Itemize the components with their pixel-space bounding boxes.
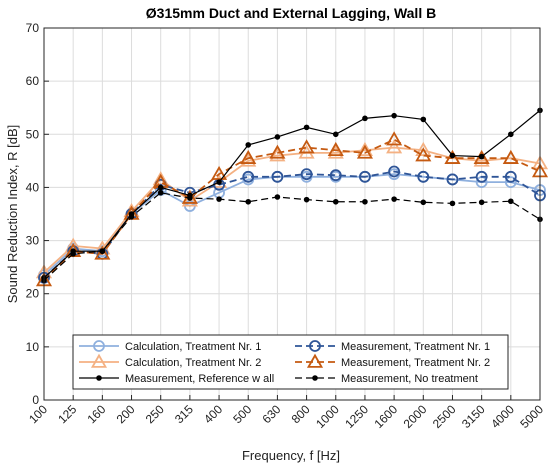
legend-entry: Measurement, Treatment Nr. 2	[295, 353, 490, 369]
data-point	[157, 184, 164, 191]
legend-entry: Measurement, No treatment	[295, 373, 478, 385]
data-point	[216, 196, 222, 202]
data-point	[356, 144, 373, 159]
data-point	[327, 141, 344, 157]
data-point	[70, 251, 76, 257]
data-point	[449, 152, 456, 159]
y-tick-label: 40	[26, 180, 40, 194]
data-point	[187, 195, 193, 201]
data-point	[332, 131, 339, 138]
data-point	[99, 248, 106, 254]
data-point	[269, 144, 286, 159]
legend: Calculation, Treatment Nr. 1 Measurement,…	[72, 334, 509, 390]
data-point	[444, 149, 461, 164]
data-point	[508, 198, 514, 205]
data-point	[449, 200, 456, 207]
y-tick-label: 60	[26, 74, 40, 88]
data-point	[240, 149, 257, 164]
data-point	[300, 168, 313, 181]
data-point	[312, 375, 318, 381]
data-point	[211, 165, 228, 180]
data-point	[303, 196, 310, 203]
y-tick-label: 70	[26, 21, 40, 35]
data-point	[388, 165, 401, 178]
legend-label: Calculation, Treatment Nr. 2	[125, 357, 261, 369]
data-point	[93, 340, 105, 352]
data-point	[216, 179, 222, 185]
data-point	[504, 170, 517, 183]
data-point	[157, 189, 164, 196]
legend-label: Measurement, No treatment	[341, 373, 478, 385]
data-point	[332, 198, 339, 205]
data-point	[391, 112, 397, 119]
data-point	[417, 170, 430, 183]
data-point	[306, 353, 324, 368]
y-tick-label: 0	[32, 393, 39, 407]
data-point	[269, 147, 286, 162]
data-point	[245, 198, 252, 205]
data-point	[391, 196, 397, 202]
data-point	[362, 115, 368, 122]
data-point	[359, 170, 371, 183]
data-point	[356, 141, 373, 157]
data-point	[502, 149, 519, 164]
x-axis-label: Frequency, f [Hz]	[242, 448, 340, 463]
series-6	[41, 189, 543, 284]
data-point	[274, 134, 281, 140]
y-tick-label: 30	[26, 234, 40, 248]
data-point	[298, 139, 315, 154]
y-tick-label: 10	[26, 340, 40, 354]
data-point	[329, 169, 342, 182]
legend-entry: Calculation, Treatment Nr. 1	[79, 340, 261, 353]
data-point	[478, 153, 485, 160]
data-point	[303, 124, 310, 131]
data-point	[94, 245, 111, 260]
data-point	[415, 147, 432, 162]
data-point	[473, 149, 490, 164]
data-point	[420, 116, 427, 123]
data-point	[478, 199, 485, 206]
legend-entry: Measurement, Reference w all	[79, 373, 274, 385]
data-point	[475, 170, 488, 183]
data-point	[420, 199, 427, 206]
data-point	[508, 131, 514, 138]
legend-label: Measurement, Reference w all	[125, 373, 274, 385]
legend-entry: Measurement, Treatment Nr. 1	[295, 340, 490, 353]
legend-label: Calculation, Treatment Nr. 1	[125, 341, 261, 353]
y-tick-label: 50	[26, 127, 40, 141]
chart-title: Ø315mm Duct and External Lagging, Wall B	[146, 5, 436, 21]
series-line	[43, 109, 541, 279]
data-point	[274, 194, 281, 200]
plot-frame	[43, 27, 541, 401]
data-point	[504, 176, 517, 189]
data-point	[90, 353, 108, 368]
data-point	[96, 375, 102, 381]
data-point	[446, 173, 459, 186]
y-axis-label: Sound Reduction Index, R [dB]	[5, 125, 20, 304]
data-point	[327, 144, 344, 159]
data-point	[245, 142, 252, 148]
y-tick-label: 20	[26, 287, 40, 301]
data-point	[473, 152, 490, 167]
legend-label: Measurement, Treatment Nr. 2	[341, 357, 490, 369]
data-point	[386, 131, 403, 146]
data-point	[128, 213, 135, 220]
legend-label: Measurement, Treatment Nr. 1	[341, 341, 490, 353]
data-point	[309, 340, 321, 352]
legend-entry: Calculation, Treatment Nr. 2	[79, 353, 261, 369]
data-point	[271, 170, 284, 183]
data-point	[415, 141, 432, 157]
series-5	[41, 107, 543, 281]
data-point	[386, 139, 403, 154]
data-point	[362, 198, 368, 205]
data-point	[240, 152, 257, 167]
data-point	[242, 170, 255, 183]
data-point	[181, 192, 198, 207]
legend-box	[72, 334, 509, 390]
